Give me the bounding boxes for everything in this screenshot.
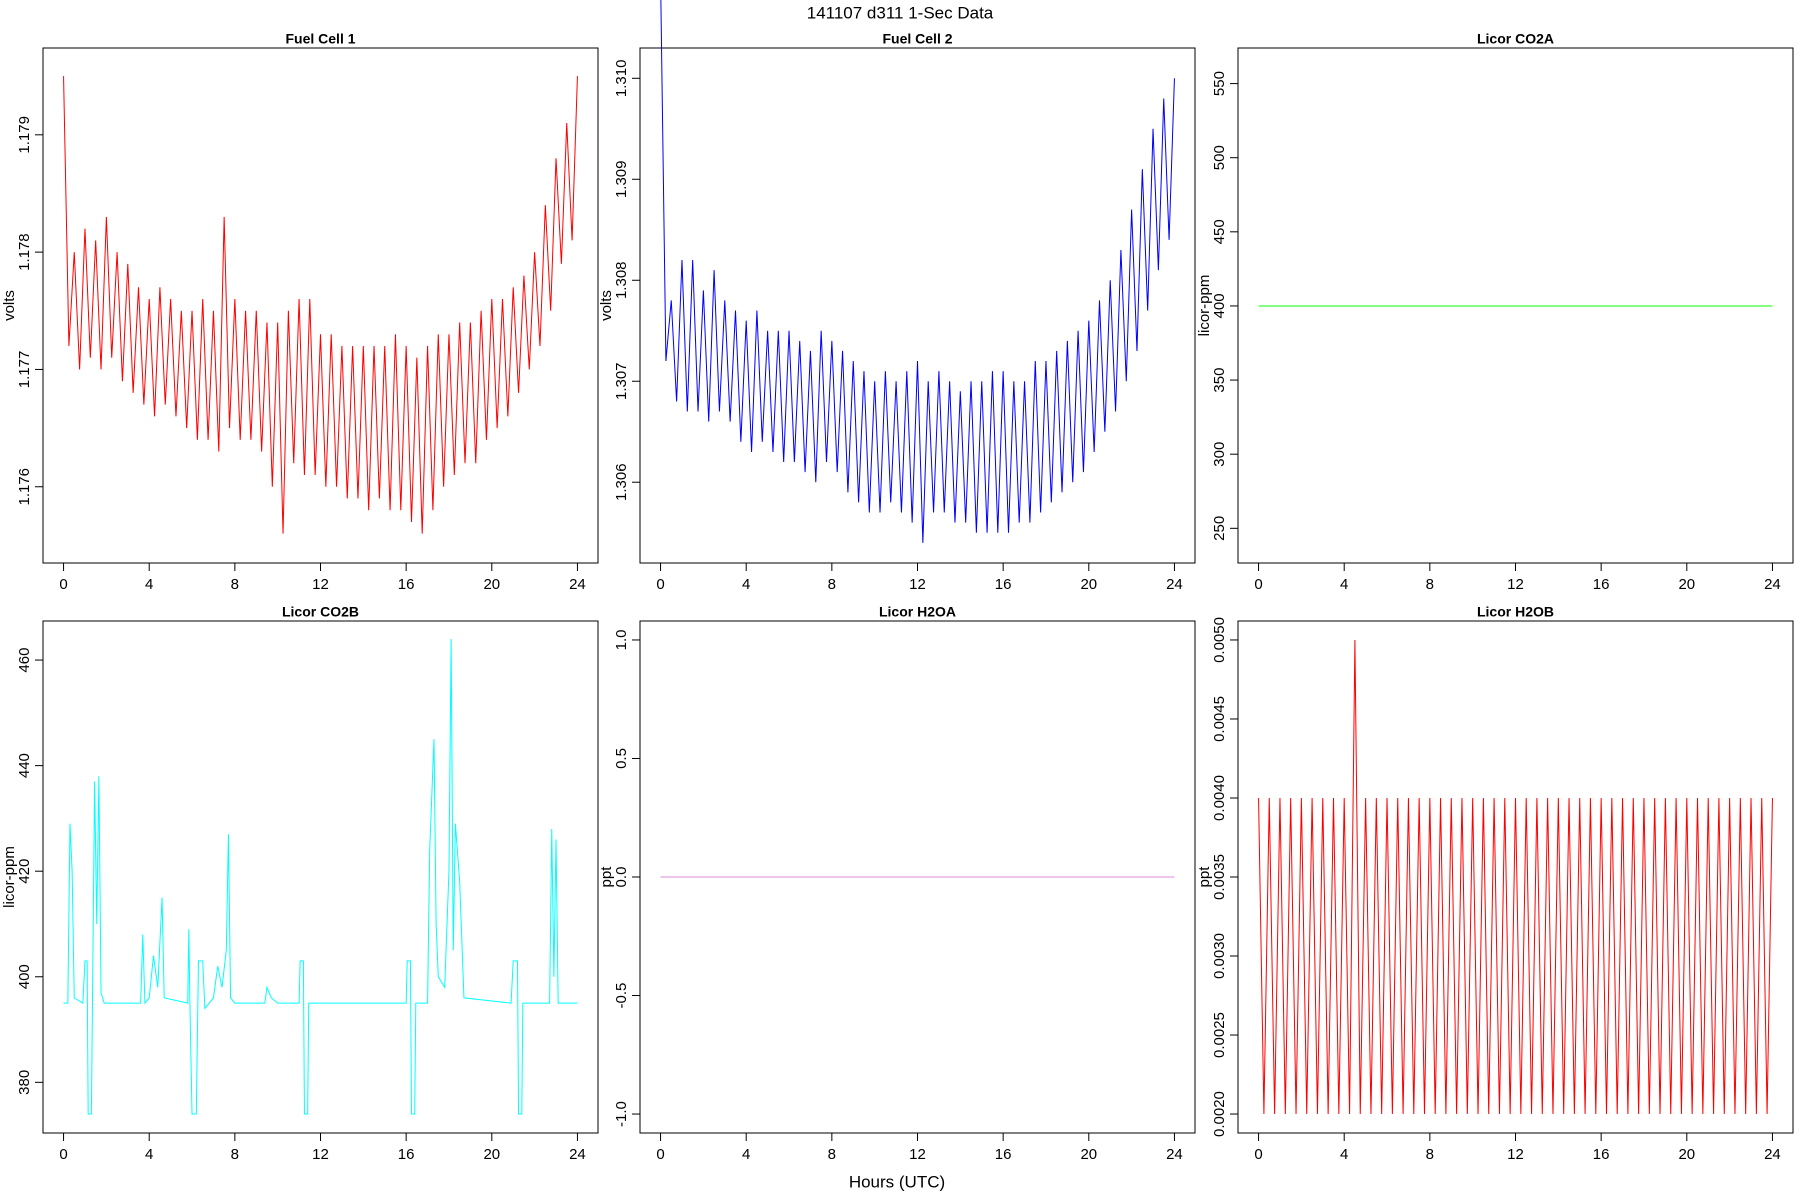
y-axis-label: licor-ppm [1196, 275, 1213, 337]
x-tick-label: 4 [145, 576, 153, 593]
x-tick-label: 0 [656, 1146, 664, 1163]
x-tick-label: 0 [59, 1146, 67, 1163]
y-tick-label: 250 [1211, 516, 1228, 541]
x-tick-label: 8 [828, 576, 836, 593]
x-tick-label: 24 [1166, 576, 1183, 593]
x-tick-label: 24 [1166, 1146, 1183, 1163]
data-line [660, 0, 1175, 543]
y-tick-label: 300 [1211, 442, 1228, 467]
x-tick-label: 0 [1254, 576, 1262, 593]
y-tick-label: 0.0040 [1211, 775, 1228, 821]
x-tick-label: 16 [398, 1146, 415, 1163]
y-tick-label: 420 [16, 859, 33, 884]
x-tick-label: 4 [1340, 576, 1348, 593]
y-axis-label: ppt [1196, 866, 1213, 888]
x-tick-label: 16 [1593, 1146, 1610, 1163]
plot-frame [42, 620, 599, 1134]
y-tick-label: 0.0030 [1211, 933, 1228, 979]
y-tick-label: 1.310 [613, 60, 630, 98]
x-tick-label: 20 [1678, 1146, 1695, 1163]
x-tick-label: 12 [312, 1146, 329, 1163]
x-tick-label: 8 [828, 1146, 836, 1163]
y-axis-label: licor-ppm [1, 846, 18, 908]
x-tick-label: 24 [569, 1146, 586, 1163]
x-tick-label: 16 [995, 1146, 1012, 1163]
panel-title: Licor H2OB [1477, 604, 1554, 620]
x-tick-label: 12 [312, 576, 329, 593]
x-tick-label: 16 [995, 576, 1012, 593]
y-tick-label: 1.307 [613, 362, 630, 400]
y-tick-label: 0.0035 [1211, 854, 1228, 900]
x-tick-label: 4 [742, 1146, 750, 1163]
x-tick-label: 20 [1080, 576, 1097, 593]
y-tick-label: -1.0 [613, 1101, 630, 1127]
panel-title: Fuel Cell 2 [882, 31, 952, 47]
y-axis-label: volts [598, 290, 615, 321]
y-tick-label: 1.0 [613, 630, 630, 651]
x-tick-label: 20 [1080, 1146, 1097, 1163]
x-tick-label: 20 [1678, 576, 1695, 593]
y-axis-label: ppt [598, 866, 615, 888]
x-tick-label: 4 [1340, 1146, 1348, 1163]
y-tick-label: 0.0020 [1211, 1091, 1228, 1137]
y-tick-label: 1.306 [613, 463, 630, 501]
y-tick-label: 0.5 [613, 748, 630, 769]
y-tick-label: 1.177 [16, 351, 33, 389]
x-tick-label: 24 [1764, 1146, 1781, 1163]
x-tick-label: 24 [569, 576, 586, 593]
data-line [63, 76, 578, 534]
y-tick-label: 550 [1211, 71, 1228, 96]
data-line [1258, 639, 1773, 1115]
x-tick-label: 12 [909, 1146, 926, 1163]
y-tick-label: 350 [1211, 368, 1228, 393]
y-tick-label: 1.308 [613, 261, 630, 299]
y-tick-label: 1.309 [613, 161, 630, 199]
y-tick-label: 450 [1211, 219, 1228, 244]
x-tick-label: 24 [1764, 576, 1781, 593]
y-tick-label: 400 [1211, 293, 1228, 318]
x-tick-label: 4 [742, 576, 750, 593]
x-tick-label: 16 [398, 576, 415, 593]
x-tick-label: 12 [1507, 576, 1524, 593]
x-tick-label: 0 [656, 576, 664, 593]
x-tick-label: 8 [231, 576, 239, 593]
x-tick-label: 8 [1426, 576, 1434, 593]
x-tick-label: 20 [483, 1146, 500, 1163]
x-tick-label: 4 [145, 1146, 153, 1163]
y-tick-label: 0.0025 [1211, 1012, 1228, 1058]
x-tick-label: 12 [1507, 1146, 1524, 1163]
y-tick-label: -0.5 [613, 983, 630, 1009]
x-axis-label: Hours (UTC) [849, 1172, 945, 1191]
x-tick-label: 8 [1426, 1146, 1434, 1163]
plot-frame [639, 47, 1196, 564]
y-tick-label: 0.0 [613, 867, 630, 888]
x-tick-label: 20 [483, 576, 500, 593]
x-tick-label: 12 [909, 576, 926, 593]
panel-title: Licor CO2B [282, 604, 359, 620]
y-tick-label: 400 [16, 964, 33, 989]
y-tick-label: 440 [16, 753, 33, 778]
y-axis-label: volts [1, 290, 18, 321]
x-tick-label: 8 [231, 1146, 239, 1163]
panel-title: Licor CO2A [1477, 31, 1554, 47]
data-line [63, 638, 578, 1115]
y-tick-label: 1.178 [16, 233, 33, 271]
y-tick-label: 1.176 [16, 468, 33, 506]
panel-title: Licor H2OA [879, 604, 956, 620]
y-tick-label: 500 [1211, 145, 1228, 170]
y-tick-label: 460 [16, 648, 33, 673]
y-tick-label: 380 [16, 1070, 33, 1095]
panel-title: Fuel Cell 1 [285, 31, 355, 47]
x-tick-label: 0 [59, 576, 67, 593]
x-tick-label: 16 [1593, 576, 1610, 593]
figure-title: 141107 d311 1-Sec Data [807, 3, 994, 22]
y-tick-label: 1.179 [16, 116, 33, 154]
y-tick-label: 0.0050 [1211, 617, 1228, 663]
x-tick-label: 0 [1254, 1146, 1262, 1163]
y-tick-label: 0.0045 [1211, 696, 1228, 742]
